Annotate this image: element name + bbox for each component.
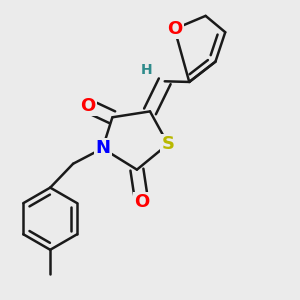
Text: N: N bbox=[95, 140, 110, 158]
Text: O: O bbox=[80, 97, 95, 115]
Text: O: O bbox=[134, 193, 149, 211]
Text: H: H bbox=[141, 63, 152, 77]
Text: O: O bbox=[167, 20, 182, 38]
Text: S: S bbox=[161, 135, 175, 153]
